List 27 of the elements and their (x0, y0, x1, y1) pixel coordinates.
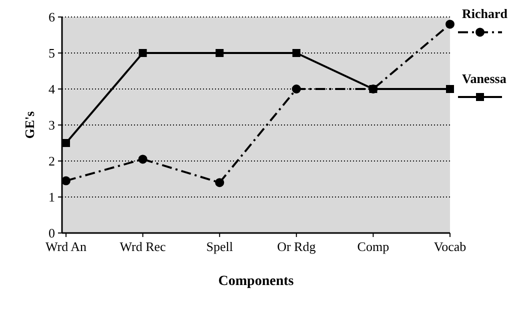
series-label: Richard (462, 6, 508, 22)
x-axis-title: Components (218, 274, 294, 289)
point (446, 85, 454, 93)
y-axis-title: GE's (22, 111, 37, 139)
x-tick-label: Vocab (434, 239, 466, 254)
point (138, 154, 148, 164)
y-tick-label: 5 (48, 46, 55, 61)
x-tick-label: Spell (206, 239, 234, 254)
x-tick-label: Comp (357, 239, 390, 254)
x-tick-label: Or Rdg (277, 239, 316, 254)
point (215, 178, 224, 188)
point (216, 49, 224, 57)
point (62, 139, 70, 147)
series-label: Vanessa (462, 71, 507, 86)
y-tick-label: 0 (48, 226, 55, 241)
y-tick-label: 4 (48, 82, 56, 97)
point (138, 49, 147, 57)
y-tick-label: 1 (48, 190, 55, 205)
y-tick-label: 6 (48, 10, 56, 25)
point (292, 84, 301, 94)
y-tick-label: 3 (48, 118, 55, 133)
x-tick-label: Wrd An (46, 239, 87, 254)
point (292, 49, 300, 57)
point (446, 20, 454, 29)
y-tick-label: 2 (48, 154, 55, 169)
x-tick-label: Wrd Rec (120, 239, 166, 254)
point (62, 176, 70, 186)
